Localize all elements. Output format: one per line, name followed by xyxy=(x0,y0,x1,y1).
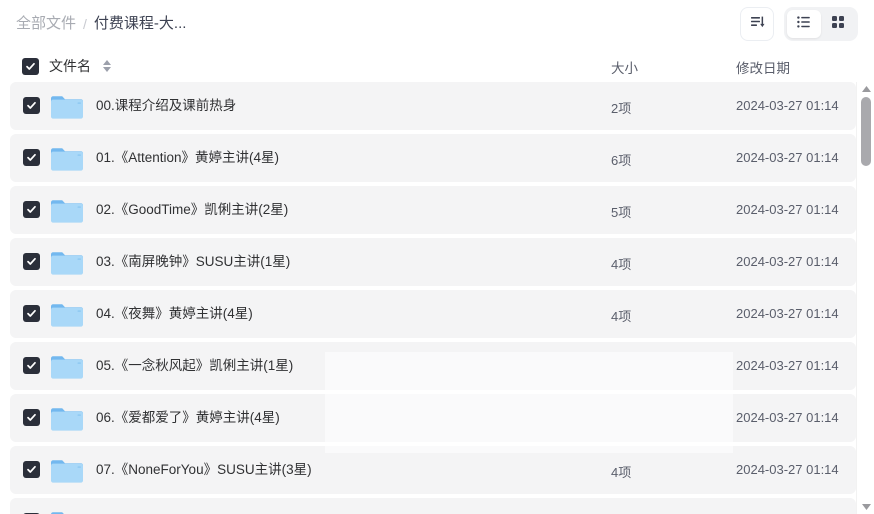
sort-caret-icon[interactable] xyxy=(103,60,111,72)
breadcrumb-current[interactable]: 付费课程-大... xyxy=(93,15,187,32)
row-modified-date: 2024-03-27 01:14 xyxy=(736,254,839,269)
row-file-name[interactable]: 04.《夜舞》黄婷主讲(4星) xyxy=(96,306,253,321)
folder-icon xyxy=(50,250,84,276)
row-checkbox[interactable] xyxy=(23,357,40,374)
top-bar: 全部文件 / 付费课程-大... xyxy=(0,0,874,48)
row-modified-date: 2024-03-27 01:14 xyxy=(736,462,839,477)
row-file-name[interactable]: 06.《爱都爱了》黄婷主讲(4星) xyxy=(96,410,280,425)
table-row[interactable]: 05.《一念秋风起》凯俐主讲(1星) 2024-03-27 01:14 xyxy=(10,342,856,390)
row-checkbox[interactable] xyxy=(23,149,40,166)
folder-icon xyxy=(50,198,84,224)
grid-view-button[interactable] xyxy=(821,10,855,38)
row-file-size: 4项 xyxy=(611,465,632,480)
row-file-name[interactable]: 07.《NoneForYou》SUSU主讲(3星) xyxy=(96,462,312,477)
list-view-button[interactable] xyxy=(787,10,821,38)
folder-icon xyxy=(50,354,84,380)
table-row[interactable]: 00.课程介绍及课前热身 2项 2024-03-27 01:14 xyxy=(10,82,856,130)
folder-icon xyxy=(50,458,84,484)
row-file-size: 2项 xyxy=(611,101,632,116)
row-checkbox[interactable] xyxy=(23,201,40,218)
breadcrumb-root[interactable]: 全部文件 xyxy=(16,15,77,32)
row-file-size: 5项 xyxy=(611,205,632,220)
sort-button[interactable] xyxy=(740,7,774,41)
folder-icon xyxy=(50,302,84,328)
row-modified-date: 2024-03-27 01:14 xyxy=(736,410,839,425)
row-file-name[interactable]: 01.《Attention》黄婷主讲(4星) xyxy=(96,150,280,165)
scroll-down-arrow-icon[interactable] xyxy=(857,500,874,514)
row-modified-date: 2024-03-27 01:14 xyxy=(736,98,839,113)
row-checkbox[interactable] xyxy=(23,409,40,426)
row-file-name[interactable]: 05.《一念秋风起》凯俐主讲(1星) xyxy=(96,358,294,373)
table-row[interactable] xyxy=(10,498,856,514)
select-all-checkbox[interactable] xyxy=(22,57,39,75)
table-row[interactable]: 02.《GoodTime》凯俐主讲(2星) 5项 2024-03-27 01:14 xyxy=(10,186,856,234)
column-header-name[interactable]: 文件名 xyxy=(49,58,91,74)
toolbar xyxy=(740,7,858,41)
sort-descending-icon xyxy=(749,13,766,35)
table-row[interactable]: 01.《Attention》黄婷主讲(4星) 6项 2024-03-27 01:14 xyxy=(10,134,856,182)
column-header-modified[interactable]: 修改日期 xyxy=(736,61,790,76)
row-file-size: 4项 xyxy=(611,309,632,324)
row-file-name[interactable]: 03.《南屏晚钟》SUSU主讲(1星) xyxy=(96,254,291,269)
table-row[interactable]: 06.《爱都爱了》黄婷主讲(4星) 2024-03-27 01:14 xyxy=(10,394,856,442)
row-modified-date: 2024-03-27 01:14 xyxy=(736,202,839,217)
folder-icon xyxy=(50,406,84,432)
scrollbar-thumb[interactable] xyxy=(861,97,871,166)
row-file-size: 6项 xyxy=(611,153,632,168)
column-header-name-group: 文件名 xyxy=(22,56,111,76)
vertical-scrollbar[interactable] xyxy=(856,82,874,514)
folder-icon xyxy=(50,94,84,120)
column-header-row: 文件名 大小 修改日期 xyxy=(0,48,874,82)
row-file-size: 4项 xyxy=(611,257,632,272)
folder-icon xyxy=(50,510,84,514)
grid-view-icon xyxy=(830,14,846,35)
view-toggle-group xyxy=(784,7,858,41)
scroll-up-arrow-icon[interactable] xyxy=(857,82,874,96)
table-row[interactable]: 07.《NoneForYou》SUSU主讲(3星) 4项 2024-03-27 01… xyxy=(10,446,856,494)
row-checkbox[interactable] xyxy=(23,461,40,478)
breadcrumb: 全部文件 / 付费课程-大... xyxy=(16,13,186,35)
table-row[interactable]: 04.《夜舞》黄婷主讲(4星) 4项 2024-03-27 01:14 xyxy=(10,290,856,338)
row-file-name[interactable]: 02.《GoodTime》凯俐主讲(2星) xyxy=(96,202,289,217)
file-list[interactable]: 00.课程介绍及课前热身 2项 2024-03-27 01:14 01.《Attent… xyxy=(0,82,856,514)
row-modified-date: 2024-03-27 01:14 xyxy=(736,150,839,165)
row-checkbox[interactable] xyxy=(23,305,40,322)
list-view-icon xyxy=(796,14,812,35)
row-checkbox[interactable] xyxy=(23,97,40,114)
row-checkbox[interactable] xyxy=(23,253,40,270)
row-modified-date: 2024-03-27 01:14 xyxy=(736,306,839,321)
column-header-size[interactable]: 大小 xyxy=(611,61,638,76)
folder-icon xyxy=(50,146,84,172)
row-file-name[interactable]: 00.课程介绍及课前热身 xyxy=(96,98,237,113)
breadcrumb-separator: / xyxy=(83,16,87,32)
table-row[interactable]: 03.《南屏晚钟》SUSU主讲(1星) 4项 2024-03-27 01:14 xyxy=(10,238,856,286)
row-modified-date: 2024-03-27 01:14 xyxy=(736,358,839,373)
